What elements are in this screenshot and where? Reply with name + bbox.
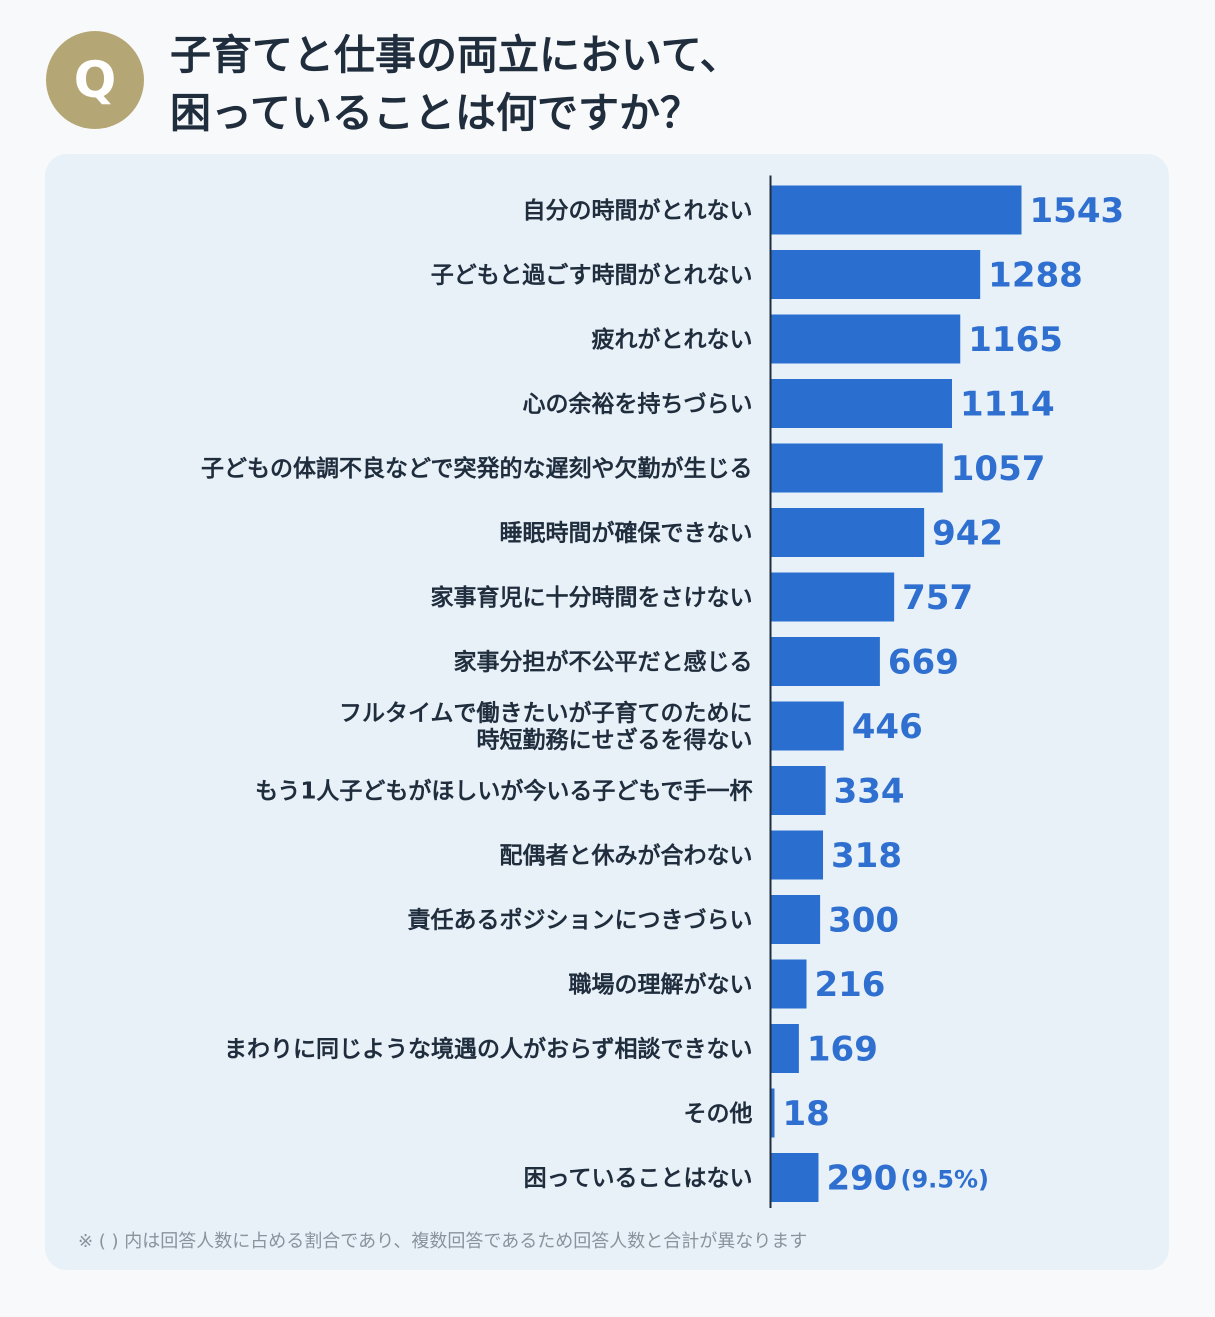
- category-label-line: 配偶者と休みが合わない: [500, 842, 753, 869]
- value-label: 334: [834, 772, 905, 812]
- category-label: 家事分担が不公平だと感じる: [454, 649, 753, 676]
- category-label-line: 困っていることはない: [524, 1166, 753, 1192]
- category-label-line: 家事分担が不公平だと感じる: [454, 649, 753, 676]
- category-label-line: 疲れがとれない: [592, 326, 753, 353]
- category-label: 困っていることはない: [524, 1166, 753, 1192]
- category-label: フルタイムで働きたいが子育てのために時短勤務にせざるを得ない: [339, 700, 753, 754]
- category-label-line: 子どもと過ごす時間がとれない: [431, 262, 753, 289]
- title-line-1: 子育てと仕事の両立において、: [170, 31, 741, 79]
- bar: [771, 766, 826, 815]
- category-label: 子どもと過ごす時間がとれない: [431, 262, 753, 289]
- category-label: 家事育児に十分時間をさけない: [431, 584, 753, 611]
- footnote: ※ ( ) 内は回答人数に占める割合であり、複数回答であるため回答人数と合計が異…: [78, 1231, 808, 1252]
- category-label-line: その他: [684, 1101, 753, 1127]
- bar: [771, 250, 981, 299]
- bar: [771, 379, 952, 428]
- percent-label: (9.5%): [900, 1166, 989, 1194]
- value-label: 669: [888, 643, 959, 683]
- value-label: 216: [814, 965, 885, 1005]
- category-label-line: 職場の理解がない: [569, 971, 753, 998]
- value-label: 1057: [951, 449, 1046, 489]
- category-label-line: 睡眠時間が確保できない: [500, 520, 753, 547]
- category-label: 責任あるポジションにつきづらい: [408, 907, 753, 934]
- category-label-line: 子どもの体調不良などで突発的な遅刻や欠勤が生じる: [201, 455, 753, 482]
- value-label: 18: [783, 1094, 830, 1134]
- bar: [771, 443, 943, 493]
- bar: [771, 572, 895, 622]
- category-label-line: 自分の時間がとれない: [523, 197, 753, 224]
- category-label-line: 家事育児に十分時間をさけない: [431, 584, 753, 611]
- category-label-line: もう1人子どもがほしいが今いる子どもで手一杯: [255, 778, 752, 805]
- bar: [771, 1024, 799, 1073]
- value-label: 942: [932, 514, 1003, 554]
- category-label-line: 責任あるポジションにつきづらい: [408, 907, 753, 934]
- bar: [771, 1088, 775, 1138]
- value-label: 318: [831, 836, 902, 876]
- category-label: 子どもの体調不良などで突発的な遅刻や欠勤が生じる: [201, 455, 753, 482]
- title-line-2: 困っていることは何ですか？: [170, 89, 701, 137]
- category-label: 配偶者と休みが合わない: [500, 842, 753, 869]
- bar: [771, 314, 961, 364]
- value-label: 290: [826, 1159, 897, 1199]
- category-label: その他: [684, 1101, 753, 1127]
- value-label: 1165: [968, 320, 1063, 360]
- category-label-line: フルタイムで働きたいが子育てのために: [339, 700, 753, 727]
- q-badge: Q: [46, 31, 144, 129]
- bar: [771, 637, 880, 686]
- category-label: もう1人子どもがほしいが今いる子どもで手一杯: [255, 778, 752, 805]
- bar: [771, 185, 1022, 235]
- value-label: 1288: [988, 256, 1083, 296]
- bar: [771, 895, 821, 944]
- value-label: 1543: [1030, 191, 1125, 231]
- value-label: 169: [807, 1030, 878, 1070]
- bar: [771, 701, 844, 751]
- bar: [771, 508, 925, 557]
- chart-panel: [45, 154, 1169, 1270]
- value-label: 300: [828, 901, 899, 941]
- category-label: 疲れがとれない: [592, 326, 753, 353]
- bar: [771, 830, 824, 880]
- value-label: 1114: [960, 385, 1055, 425]
- bar: [771, 1153, 819, 1202]
- category-label: まわりに同じような境遇の人がおらず相談できない: [224, 1036, 753, 1063]
- page-title: 子育てと仕事の両立において、 困っていることは何ですか？: [170, 26, 741, 142]
- category-label: 職場の理解がない: [569, 971, 753, 998]
- category-label-line: 心の余裕を持ちづらい: [523, 391, 753, 418]
- value-label: 757: [902, 578, 973, 618]
- value-label: 446: [852, 707, 923, 747]
- category-label-line: 時短勤務にせざるを得ない: [477, 727, 753, 754]
- category-label: 自分の時間がとれない: [523, 197, 753, 224]
- bar: [771, 959, 807, 1009]
- category-label: 睡眠時間が確保できない: [500, 520, 753, 547]
- category-label: 心の余裕を持ちづらい: [523, 391, 753, 418]
- category-label-line: まわりに同じような境遇の人がおらず相談できない: [224, 1036, 753, 1063]
